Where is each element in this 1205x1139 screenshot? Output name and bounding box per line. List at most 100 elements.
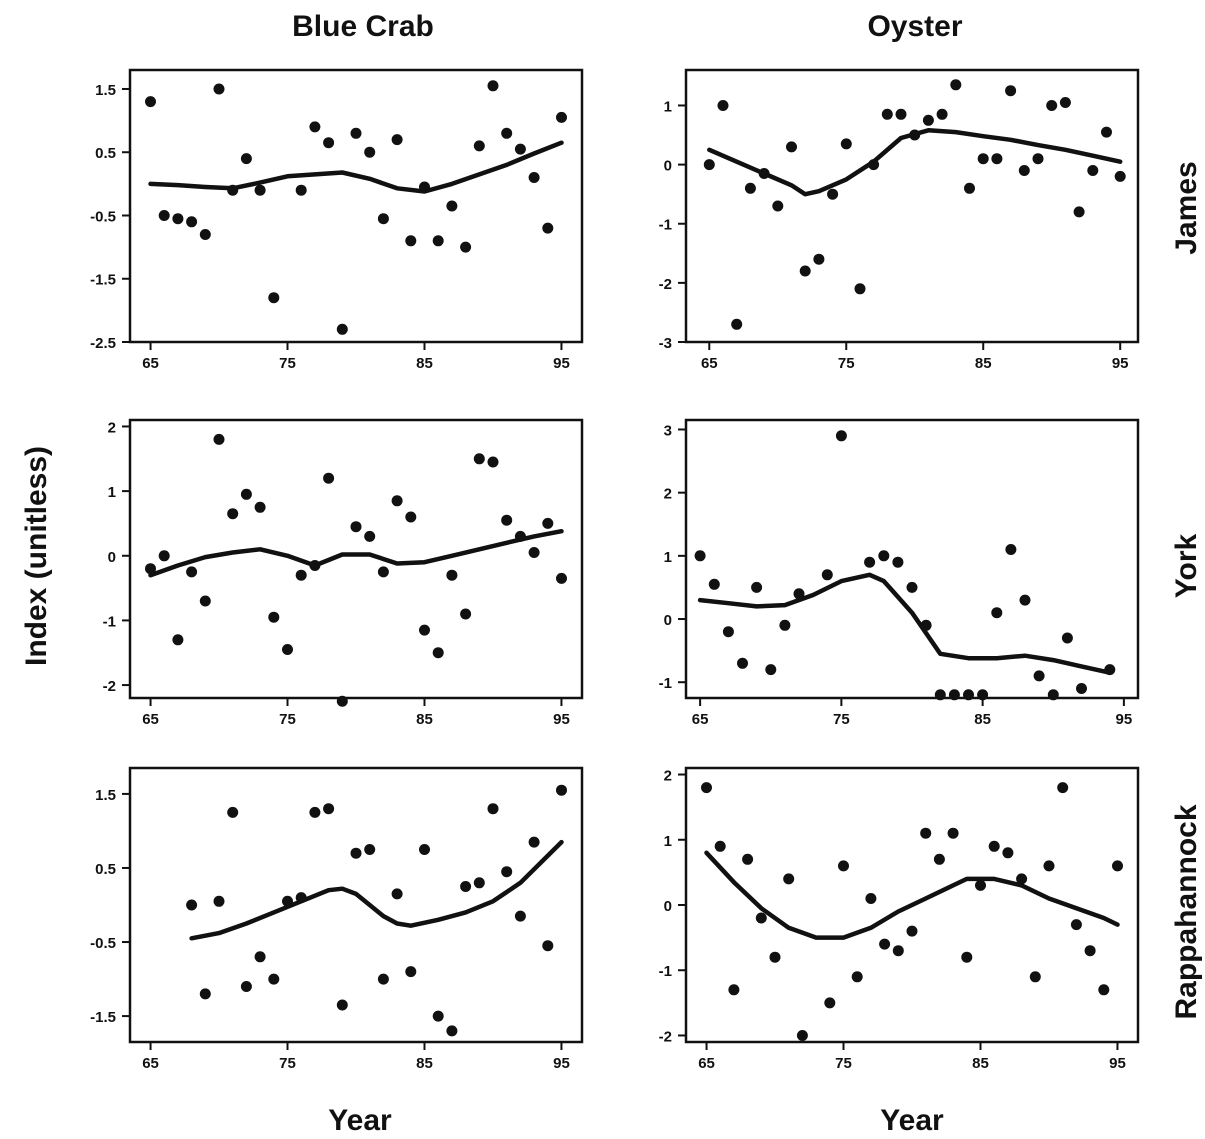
data-point [851,971,863,983]
data-point [432,1010,444,1022]
data-point [878,550,890,562]
data-point [854,283,866,295]
data-point [240,981,252,992]
data-point [405,235,417,247]
data-point [473,877,485,889]
data-point [487,80,499,92]
y-tick-label: 2 [664,486,672,503]
trend-line [148,528,564,578]
x-tick-label: 95 [553,711,570,728]
y-tick-label: -1.5 [90,272,116,289]
x-tick-label: 95 [1116,711,1133,728]
data-point [728,984,740,996]
data-point [1076,683,1087,694]
y-tick-label: -1.5 [90,1009,116,1026]
data-point [295,184,307,196]
y-tick-label: 2 [108,419,116,436]
data-point [391,134,403,146]
data-point [1070,919,1082,931]
data-point [350,847,362,859]
x-tick-label: 85 [974,711,991,728]
data-point [755,912,767,924]
trend-line [704,850,1120,940]
x-tick-label: 75 [838,355,855,372]
data-point [501,514,513,526]
data-point [199,988,211,1000]
x-tick-label: 85 [972,1055,989,1072]
trend-line [189,839,564,941]
data-point [961,951,973,963]
data-point [988,840,1000,852]
data-point [501,127,513,139]
data-point [528,547,540,558]
data-point [254,501,266,513]
data-point [213,433,225,445]
y-tick-label: -1 [103,613,116,630]
data-point [227,508,239,520]
data-point [364,530,376,542]
panel-oyster-york: 65 75 85 95 3 2 1 0 -1 [659,418,1140,728]
data-point [936,108,948,120]
data-point [892,945,904,957]
data-point [703,159,715,171]
data-point [268,611,280,623]
data-point [799,265,811,277]
data-point [977,153,989,165]
data-point [717,100,729,111]
data-point [227,806,239,818]
data-point [769,951,781,963]
data-point [158,550,170,562]
data-point [268,292,280,304]
y-tick-label: 1 [664,549,672,566]
y-tick-label: 1 [664,98,672,115]
panel-blue-crab-rappahannock: 65 75 85 95 1.5 0.5 -0.5 -1.5 [90,766,584,1072]
data-point [460,241,472,253]
data-point [991,607,1003,619]
plot-frame [128,68,584,344]
data-point [714,840,726,852]
y-tick-label: 1.5 [95,82,116,99]
data-point [1002,847,1014,859]
y-tick-label: -3 [659,335,672,352]
data-point [1047,689,1059,701]
data-point [240,488,252,500]
data-point [350,521,362,533]
data-point [391,888,403,900]
data-point [377,566,389,578]
x-tick-label: 65 [142,1055,159,1072]
data-point [446,200,458,212]
y-tick-label: -2 [659,1028,672,1045]
data-point [514,143,526,155]
data-point [186,566,198,578]
x-axis-label-right: Year [880,1104,944,1137]
data-point [240,153,252,165]
data-point [336,999,348,1011]
data-point [377,973,389,985]
y-tick-label: -1 [659,217,672,234]
data-point [694,550,706,562]
data-point [186,216,198,228]
data-point [528,836,540,848]
data-point [336,323,348,335]
data-point [1112,860,1123,872]
data-point [1057,782,1069,794]
plot-frame [128,766,584,1044]
row-label-york: York [1170,533,1203,598]
data-point [1084,945,1096,957]
trend-line [148,140,564,194]
data-point [556,572,567,584]
x-tick-label: 75 [279,711,296,728]
data-point [947,827,959,839]
plot-frame [684,68,1140,344]
data-point [751,581,763,593]
data-point [922,114,934,126]
data-point [744,182,756,194]
data-point [737,657,748,669]
row-label-james: James [1170,161,1203,254]
x-tick-label: 85 [416,711,433,728]
data-point [295,892,307,904]
x-tick-label: 85 [416,1055,433,1072]
data-point [254,184,266,196]
data-point [1098,984,1110,996]
data-point [772,200,784,212]
